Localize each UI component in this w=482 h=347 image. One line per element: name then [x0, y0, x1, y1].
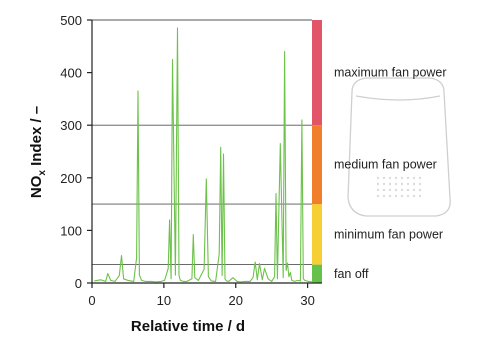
x-tick-label-1: 10 [157, 293, 171, 308]
zone-band-1 [312, 204, 322, 265]
x-tick-label-0: 0 [88, 293, 95, 308]
x-tick-label-2: 20 [229, 293, 243, 308]
y-axis-title-main: NO [28, 175, 45, 198]
axes [91, 20, 322, 284]
air-purifier-icon [347, 77, 451, 217]
zone-label-3: maximum fan power [334, 66, 447, 80]
y-tick-label-4: 400 [60, 66, 82, 81]
fan-zone-bar [312, 20, 322, 283]
y-axis-title-subscript: x [37, 170, 48, 176]
zone-label-1: minimum fan power [334, 227, 443, 241]
x-ticks: 0 10 20 30 [88, 283, 315, 308]
y-axis-title-rest: Index / – [28, 106, 45, 170]
y-tick-label-1: 100 [60, 223, 82, 238]
zone-band-0 [312, 264, 322, 283]
y-axis-title: NOx Index / – [28, 106, 48, 198]
y-tick-label-0: 0 [75, 276, 82, 291]
purifier-grille [376, 176, 422, 198]
y-tick-label-2: 200 [60, 171, 82, 186]
x-axis-title: Relative time / d [131, 318, 245, 335]
zone-label-2: medium fan power [334, 158, 437, 172]
zone-band-3 [312, 20, 322, 126]
zone-band-2 [312, 125, 322, 205]
series-layer [94, 27, 317, 283]
y-tick-label-5: 500 [60, 13, 82, 28]
zone-labels: fan off minimum fan power medium fan power… [334, 66, 447, 281]
y-ticks: 0 100 200 300 400 500 [60, 13, 92, 291]
x-tick-label-3: 30 [300, 293, 314, 308]
zone-label-0: fan off [334, 267, 369, 281]
y-tick-label-3: 300 [60, 118, 82, 133]
series-line-0 [94, 27, 317, 283]
